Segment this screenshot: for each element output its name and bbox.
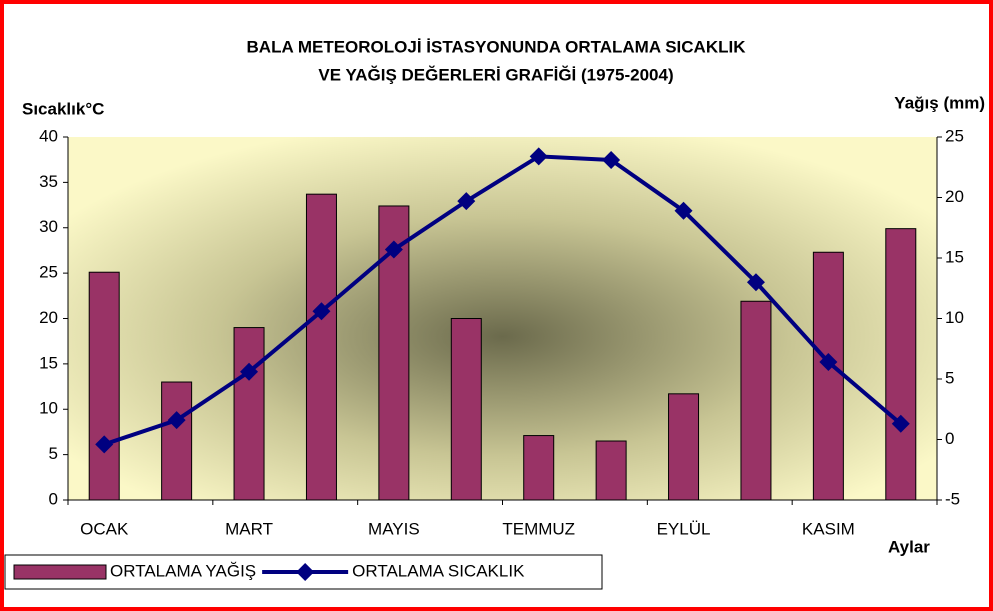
bar bbox=[668, 393, 700, 501]
bar bbox=[740, 300, 772, 501]
x-tick-label: EYLÜL bbox=[657, 519, 711, 538]
chart-title: VE YAĞIŞ DEĞERLERİ GRAFİĞİ (1975-2004) bbox=[318, 65, 673, 84]
y2-tick-label: 5 bbox=[945, 368, 954, 387]
bar bbox=[595, 440, 627, 501]
legend-label: ORTALAMA SICAKLIK bbox=[352, 561, 525, 580]
y2-tick-label: -5 bbox=[945, 489, 960, 508]
y-tick-label: 25 bbox=[39, 263, 58, 282]
y-tick-label: 30 bbox=[39, 217, 58, 236]
legend-label: ORTALAMA YAĞIŞ bbox=[110, 561, 256, 580]
line bbox=[103, 154, 903, 447]
y-tick-label: 5 bbox=[49, 444, 58, 463]
line-marker bbox=[674, 201, 693, 220]
plot-area bbox=[68, 137, 937, 500]
line-marker bbox=[95, 435, 114, 454]
bar bbox=[523, 435, 555, 501]
bar bbox=[305, 193, 337, 501]
bar bbox=[450, 318, 482, 501]
line-marker bbox=[457, 192, 476, 211]
x-tick-label: KASIM bbox=[802, 519, 855, 538]
bar bbox=[885, 228, 917, 501]
line-marker bbox=[819, 353, 838, 372]
line-marker bbox=[602, 150, 621, 169]
chart-title: BALA METEOROLOJİ İSTASYONUNDA ORTALAMA S… bbox=[247, 37, 747, 56]
line-marker bbox=[312, 302, 331, 321]
line-marker bbox=[240, 362, 259, 381]
y2-tick-label: 20 bbox=[945, 187, 964, 206]
x-tick-label: TEMMUZ bbox=[502, 519, 575, 538]
y-tick-label: 35 bbox=[39, 172, 58, 191]
bar bbox=[378, 205, 410, 501]
bar bbox=[812, 251, 844, 501]
y2-tick-label: 15 bbox=[945, 247, 964, 266]
y-tick-label: 10 bbox=[39, 399, 58, 418]
x-tick-label: OCAK bbox=[80, 519, 129, 538]
x-tick-label: MAYIS bbox=[368, 519, 420, 538]
line-marker bbox=[167, 411, 186, 430]
bar bbox=[88, 271, 120, 501]
y2-tick-label: 0 bbox=[945, 429, 954, 448]
bar bbox=[233, 327, 265, 501]
y-tick-label: 15 bbox=[39, 353, 58, 372]
y2-tick-label: 25 bbox=[945, 126, 964, 145]
y-axis-title: Sıcaklık°C bbox=[22, 99, 104, 118]
y-tick-label: 0 bbox=[49, 489, 58, 508]
x-tick-label: MART bbox=[225, 519, 273, 538]
legend-swatch bbox=[13, 564, 107, 580]
line-marker bbox=[529, 147, 548, 166]
y-tick-label: 40 bbox=[39, 126, 58, 145]
line-marker bbox=[384, 240, 403, 259]
legend-swatch-marker bbox=[296, 563, 315, 581]
line-marker bbox=[891, 414, 910, 433]
x-axis-title: Aylar bbox=[888, 537, 930, 556]
y-tick-label: 20 bbox=[39, 308, 58, 327]
y2-axis-title: Yağış (mm) bbox=[894, 93, 985, 112]
y2-tick-label: 10 bbox=[945, 308, 964, 327]
line-marker bbox=[746, 273, 765, 292]
bar bbox=[161, 381, 193, 501]
